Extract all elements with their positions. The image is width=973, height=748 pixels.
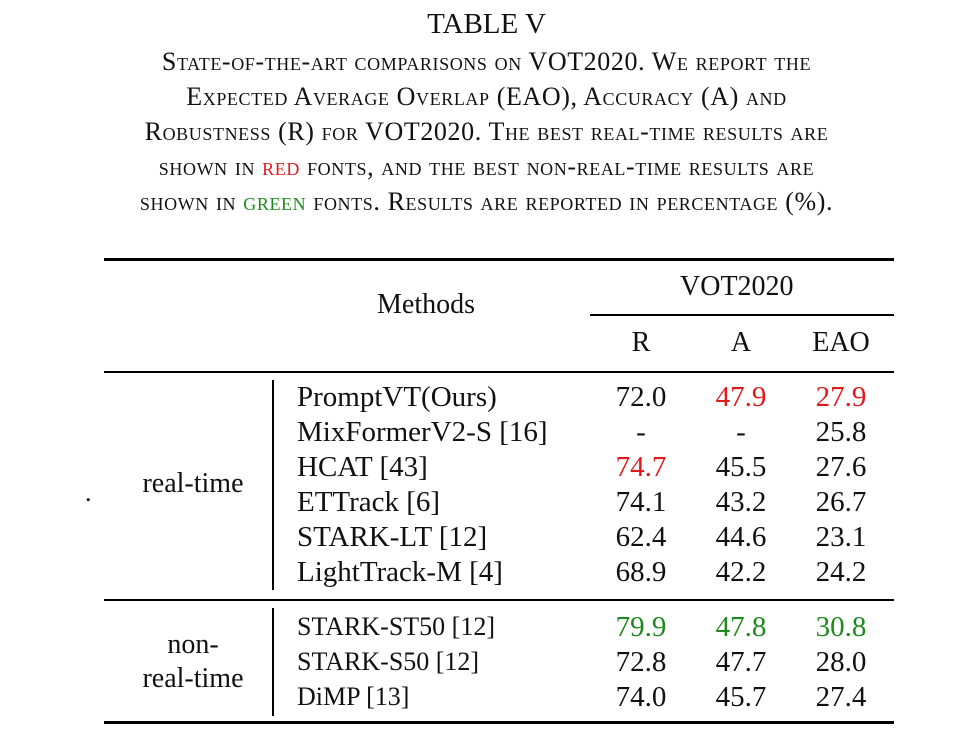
score-r: - <box>636 416 646 448</box>
top-rule <box>104 258 894 261</box>
method-name: STARK-ST50 [12] <box>297 612 495 641</box>
caption-text: shown in <box>139 187 244 216</box>
score-r: 68.9 <box>615 556 667 588</box>
caption-text: shown in <box>158 152 263 181</box>
score-r: 74.0 <box>615 681 667 713</box>
method-name: LightTrack-M [4] <box>297 556 503 588</box>
stray-mark: . <box>85 478 92 507</box>
column-header-a: A <box>730 327 752 358</box>
bottom-rule <box>104 721 894 724</box>
score-a: 45.5 <box>715 451 767 483</box>
group-rule <box>104 599 894 601</box>
score-a: - <box>736 416 746 448</box>
method-name: MixFormerV2-S [16] <box>297 416 548 448</box>
score-eao: 30.8 <box>815 611 867 643</box>
methods-header: Methods <box>377 289 475 320</box>
score-eao: 27.9 <box>815 381 867 413</box>
dataset-header: VOT2020 <box>680 271 794 302</box>
group-separator-realtime <box>272 380 274 590</box>
score-eao: 23.1 <box>815 521 867 553</box>
caption-text: Expected Average Overlap (EAO), Accuracy… <box>186 82 787 111</box>
column-header-r: R <box>631 327 651 358</box>
caption-red-word: red <box>262 152 300 181</box>
group-label: non- <box>167 629 219 660</box>
score-a: 47.8 <box>715 611 767 643</box>
caption-line: Expected Average Overlap (EAO), Accuracy… <box>0 82 973 112</box>
caption-line: shown in green fonts. Results are report… <box>0 187 973 217</box>
score-r: 62.4 <box>615 521 667 553</box>
score-r: 74.1 <box>615 486 667 518</box>
caption-green-word: green <box>243 187 307 216</box>
column-header-eao: EAO <box>812 327 870 358</box>
method-name: STARK-S50 [12] <box>297 647 480 676</box>
score-r: 72.0 <box>615 381 667 413</box>
score-a: 43.2 <box>715 486 767 518</box>
caption-text: State-of-the-art comparisons on VOT2020.… <box>161 47 812 76</box>
score-a: 47.9 <box>715 381 767 413</box>
score-a: 45.7 <box>715 681 767 713</box>
group-separator-nonrealtime <box>272 608 274 716</box>
method-name: PromptVT(Ours) <box>297 381 497 413</box>
header-rule <box>104 371 894 373</box>
method-name: HCAT [43] <box>297 451 428 483</box>
score-eao: 25.8 <box>815 416 867 448</box>
score-r: 74.7 <box>615 451 667 483</box>
score-a: 47.7 <box>715 646 767 678</box>
caption-text: fonts, and the best non-real-time result… <box>299 152 815 181</box>
caption-line: State-of-the-art comparisons on VOT2020.… <box>0 47 973 77</box>
score-eao: 27.4 <box>815 681 867 713</box>
method-name: STARK-LT [12] <box>297 521 488 553</box>
caption-text: fonts. Results are reported in percentag… <box>306 187 834 216</box>
caption-text: Robustness (R) for VOT2020. The best rea… <box>144 117 829 146</box>
group-label: real-time <box>142 663 244 694</box>
score-eao: 28.0 <box>815 646 867 678</box>
score-a: 42.2 <box>715 556 767 588</box>
score-eao: 24.2 <box>815 556 867 588</box>
score-a: 44.6 <box>715 521 767 553</box>
caption-line: shown in red fonts, and the best non-rea… <box>0 152 973 182</box>
table-label: TABLE V <box>427 8 546 40</box>
method-name: ETTrack [6] <box>297 486 441 518</box>
group-label: real-time <box>142 468 244 499</box>
score-eao: 27.6 <box>815 451 867 483</box>
dataset-underline <box>590 314 894 316</box>
caption-line: Robustness (R) for VOT2020. The best rea… <box>0 117 973 147</box>
score-r: 72.8 <box>615 646 667 678</box>
score-eao: 26.7 <box>815 486 867 518</box>
score-r: 79.9 <box>615 611 667 643</box>
method-name: DiMP [13] <box>297 682 410 711</box>
